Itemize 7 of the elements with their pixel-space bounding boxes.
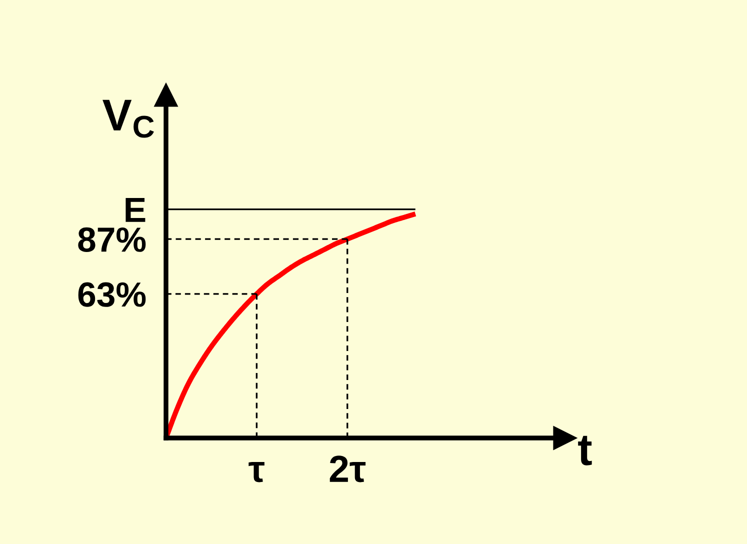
x-axis-title: t xyxy=(578,436,592,466)
y-tick-label: E xyxy=(126,198,146,222)
y-tick-label: 87% xyxy=(78,227,146,252)
x-tick-label: τ xyxy=(248,462,264,482)
y-tick-label: 63% xyxy=(78,282,146,307)
x-tick-label: 2τ xyxy=(330,456,366,482)
y-axis-title: V$_{C}$ xyxy=(102,100,154,138)
